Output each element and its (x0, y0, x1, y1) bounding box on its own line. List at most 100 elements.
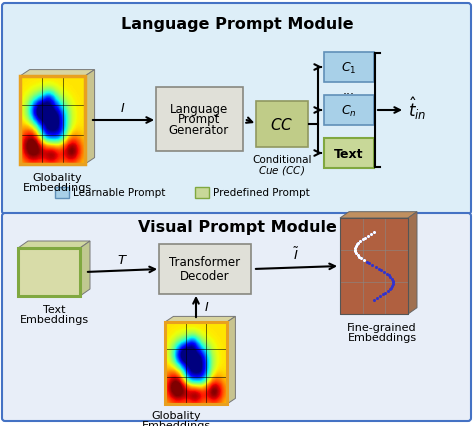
Point (357, 255, 365, 262)
Point (384, 288, 392, 295)
Point (372, 264, 379, 271)
Point (353, 242, 361, 248)
FancyBboxPatch shape (2, 4, 471, 215)
Point (389, 283, 396, 290)
Bar (55, 187, 69, 199)
Point (370, 296, 378, 303)
FancyBboxPatch shape (256, 102, 308, 148)
Polygon shape (165, 317, 236, 322)
Point (364, 233, 372, 240)
Point (389, 279, 397, 286)
Point (359, 236, 366, 243)
Text: Predefined Prompt: Predefined Prompt (213, 188, 310, 198)
Point (389, 281, 397, 288)
Text: Fine-grained: Fine-grained (347, 322, 417, 332)
Text: Language: Language (170, 103, 228, 116)
FancyBboxPatch shape (159, 245, 251, 294)
Point (359, 236, 366, 243)
Text: Language Prompt Module: Language Prompt Module (121, 17, 353, 32)
Text: Text: Text (334, 147, 364, 160)
Text: Conditional: Conditional (252, 155, 312, 164)
Polygon shape (340, 212, 417, 219)
Point (361, 235, 369, 242)
FancyBboxPatch shape (324, 53, 374, 83)
Text: ...: ... (343, 83, 355, 96)
Text: Text: Text (43, 304, 65, 314)
Text: Embeddings: Embeddings (19, 314, 89, 324)
Point (352, 243, 359, 250)
Text: Globality: Globality (151, 410, 201, 420)
Point (355, 240, 362, 247)
Text: Globality: Globality (32, 173, 82, 183)
Text: $\tilde{I}$: $\tilde{I}$ (293, 246, 299, 262)
Polygon shape (340, 219, 408, 314)
Point (351, 247, 359, 253)
Polygon shape (20, 70, 95, 77)
Point (376, 293, 384, 300)
Point (379, 291, 387, 298)
Point (360, 257, 368, 264)
Point (356, 253, 363, 260)
Point (353, 242, 361, 248)
Text: $I$: $I$ (120, 102, 126, 115)
Text: Embeddings: Embeddings (347, 332, 417, 342)
Point (382, 290, 389, 296)
Text: $I$: $I$ (204, 301, 210, 314)
Point (369, 262, 376, 269)
Point (352, 250, 360, 257)
Point (388, 276, 396, 283)
Point (380, 269, 388, 276)
Text: Cue ($CC$): Cue ($CC$) (258, 164, 306, 177)
Point (352, 243, 359, 250)
FancyBboxPatch shape (324, 139, 374, 169)
Text: $\hat{t}_{in}$: $\hat{t}_{in}$ (408, 95, 427, 122)
Point (356, 238, 364, 245)
Text: Transformer: Transformer (169, 256, 241, 269)
Point (363, 259, 370, 265)
Point (383, 271, 391, 277)
Point (355, 240, 362, 247)
Point (365, 260, 373, 267)
Point (373, 295, 381, 302)
Point (352, 248, 359, 255)
Point (370, 230, 378, 236)
Point (356, 238, 364, 245)
Point (352, 250, 360, 257)
Point (378, 267, 385, 274)
Point (389, 278, 396, 285)
Polygon shape (80, 242, 90, 296)
Text: Learnable Prompt: Learnable Prompt (73, 188, 165, 198)
Point (351, 247, 359, 253)
Point (367, 231, 375, 238)
Point (367, 231, 375, 238)
Text: Generator: Generator (169, 123, 229, 136)
Point (356, 253, 363, 260)
Polygon shape (85, 70, 95, 164)
Text: Embeddings: Embeddings (22, 183, 91, 193)
Text: $C_n$: $C_n$ (341, 103, 357, 118)
Polygon shape (18, 242, 90, 248)
Point (354, 252, 361, 259)
Text: Decoder: Decoder (180, 270, 230, 283)
Point (351, 245, 359, 252)
Text: $T$: $T$ (117, 253, 128, 266)
Point (370, 230, 378, 236)
Point (386, 286, 393, 293)
Polygon shape (227, 317, 236, 404)
Point (385, 272, 392, 279)
Bar (195, 187, 209, 199)
Point (361, 235, 369, 242)
Point (360, 257, 368, 264)
Polygon shape (408, 212, 417, 314)
Text: Prompt: Prompt (178, 113, 220, 126)
Point (354, 252, 361, 259)
FancyBboxPatch shape (156, 88, 243, 152)
Point (364, 233, 372, 240)
Point (387, 274, 394, 281)
Text: Visual Prompt Module: Visual Prompt Module (137, 219, 337, 234)
Polygon shape (18, 248, 80, 296)
Text: Embeddings: Embeddings (141, 420, 210, 426)
Text: $C_1$: $C_1$ (341, 60, 357, 75)
FancyBboxPatch shape (2, 213, 471, 421)
Point (357, 255, 365, 262)
